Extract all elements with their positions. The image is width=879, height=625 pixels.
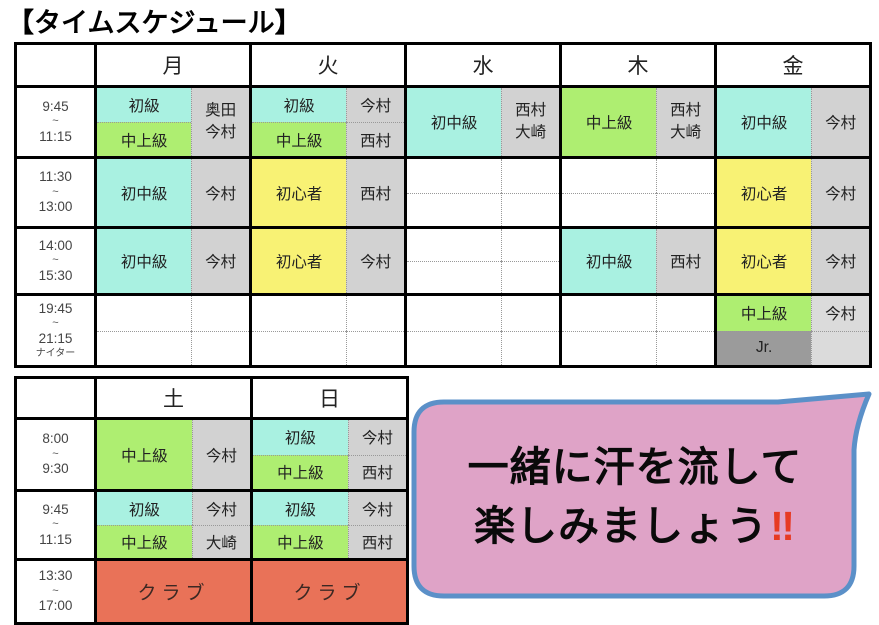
time-cell: 13:30 ~ 17:00 (17, 558, 94, 622)
class-cell: 初心者 (717, 159, 812, 226)
schedule-cell-mon: 初中級 今村 (94, 156, 249, 226)
teacher-cell: 今村 (191, 492, 250, 525)
teacher-cell-empty (811, 330, 869, 365)
day-header-tue: 火 (249, 45, 404, 85)
club-cell: クラブ (253, 561, 406, 622)
schedule-cell-sat: 初級 今村 中上級 大崎 (94, 489, 250, 558)
teacher-cell: 今村 (191, 159, 249, 226)
class-cell: 中上級 (97, 122, 192, 156)
class-cell: 初中級 (407, 88, 502, 156)
bubble-line2: 楽しみましょう‼ (474, 502, 796, 549)
time-cell: 19:45 ~ 21:15 ナイター (17, 293, 94, 365)
time-cell: 14:00 ~ 15:30 (17, 226, 94, 293)
week-table: 月 火 水 木 金 9:45 ~ 11:15 初級 奥田 今村 中上級 初級 今… (14, 42, 872, 368)
class-cell: 初中級 (717, 88, 812, 156)
teacher-cell: 今村 (811, 296, 869, 331)
class-cell: 初心者 (717, 229, 812, 293)
time-cell: 9:45 ~ 11:15 (17, 85, 94, 156)
schedule-cell-sun: 初級 今村 中上級 西村 (250, 489, 406, 558)
schedule-cell-thu: 初中級 西村 (559, 226, 714, 293)
schedule-cell-mon: 初中級 今村 (94, 226, 249, 293)
schedule-cell-thu-empty (559, 293, 714, 365)
schedule-cell-thu: 中上級 西村 大崎 (559, 85, 714, 156)
class-cell-jr: Jr. (717, 330, 812, 365)
class-cell: 初級 (253, 420, 348, 455)
corner-cell (17, 379, 94, 417)
class-cell: 中上級 (717, 296, 812, 331)
class-cell: 初級 (97, 88, 192, 122)
schedule-cell-fri: 中上級 今村 Jr. (714, 293, 869, 365)
teacher-cell: 今村 (346, 88, 404, 122)
weekend-table: 土 日 8:00 ~ 9:30 中上級 今村 初級 今村 中上級 西村 9:45… (14, 376, 409, 625)
class-cell: 中上級 (562, 88, 657, 156)
schedule-cell-sat: クラブ (94, 558, 250, 622)
day-header-mon: 月 (94, 45, 249, 85)
teacher-cell: 今村 (811, 159, 869, 226)
teacher-cell: 今村 (347, 492, 406, 525)
class-cell: 初級 (252, 88, 347, 122)
schedule-cell-wed-empty (404, 293, 559, 365)
day-header-sat: 土 (94, 379, 250, 417)
schedule-cell-sat: 中上級 今村 (94, 417, 250, 489)
bubble-line1: 一緒に汗を流して (467, 444, 803, 491)
corner-cell (17, 45, 94, 85)
class-cell: 中上級 (253, 454, 348, 489)
schedule-cell-sun: クラブ (250, 558, 406, 622)
class-cell: 初級 (97, 492, 192, 525)
class-cell: 中上級 (97, 420, 192, 489)
schedule-cell-sun: 初級 今村 中上級 西村 (250, 417, 406, 489)
class-cell: 初中級 (562, 229, 657, 293)
teacher-cell: 今村 (347, 420, 406, 455)
time-cell: 8:00 ~ 9:30 (17, 417, 94, 489)
teacher-cell: 西村 大崎 (501, 88, 559, 156)
teacher-cell: 奥田 今村 (191, 88, 249, 156)
day-header-wed: 水 (404, 45, 559, 85)
club-cell: クラブ (97, 561, 250, 622)
class-cell: 初中級 (97, 229, 192, 293)
schedule-cell-tue: 初級 今村 中上級 西村 (249, 85, 404, 156)
schedule-cell-wed: 初中級 西村 大崎 (404, 85, 559, 156)
class-cell: 中上級 (97, 525, 192, 558)
schedule-cell-wed-empty (404, 156, 559, 226)
teacher-cell: 西村 大崎 (656, 88, 714, 156)
class-cell: 初級 (253, 492, 348, 525)
day-header-sun: 日 (250, 379, 406, 417)
schedule-cell-mon-empty (94, 293, 249, 365)
teacher-cell: 今村 (191, 420, 250, 489)
time-cell: 9:45 ~ 11:15 (17, 489, 94, 558)
schedule-cell-fri: 初心者 今村 (714, 226, 869, 293)
schedule-cell-tue: 初心者 今村 (249, 226, 404, 293)
teacher-cell: 西村 (347, 454, 406, 489)
double-exclamation-icon: ‼ (770, 502, 796, 549)
day-header-thu: 木 (559, 45, 714, 85)
teacher-cell: 今村 (346, 229, 404, 293)
class-cell: 中上級 (253, 525, 348, 558)
schedule-cell-wed-empty (404, 226, 559, 293)
schedule-cell-tue: 初心者 西村 (249, 156, 404, 226)
teacher-cell: 大崎 (191, 525, 250, 558)
time-cell: 11:30 ~ 13:00 (17, 156, 94, 226)
class-cell: 初心者 (252, 229, 347, 293)
schedule-cell-mon: 初級 奥田 今村 中上級 (94, 85, 249, 156)
day-header-fri: 金 (714, 45, 869, 85)
nighter-label: ナイター (35, 348, 76, 360)
class-cell: 初中級 (97, 159, 192, 226)
bubble-text: 一緒に汗を流して 楽しみましょう‼ (420, 406, 850, 587)
teacher-cell: 西村 (346, 122, 404, 156)
speech-bubble-shape (411, 391, 872, 599)
class-cell: 中上級 (252, 122, 347, 156)
teacher-cell: 今村 (191, 229, 249, 293)
schedule-cell-tue-empty (249, 293, 404, 365)
teacher-cell: 西村 (656, 229, 714, 293)
schedule-cell-thu-empty (559, 156, 714, 226)
teacher-cell: 西村 (346, 159, 404, 226)
schedule-cell-fri: 初中級 今村 (714, 85, 869, 156)
class-cell: 初心者 (252, 159, 347, 226)
speech-bubble: 一緒に汗を流して 楽しみましょう‼ (410, 390, 878, 605)
teacher-cell: 今村 (811, 229, 869, 293)
page-title: 【タイムスケジュール】 (7, 8, 302, 38)
teacher-cell: 西村 (347, 525, 406, 558)
teacher-cell: 今村 (811, 88, 869, 156)
schedule-cell-fri: 初心者 今村 (714, 156, 869, 226)
